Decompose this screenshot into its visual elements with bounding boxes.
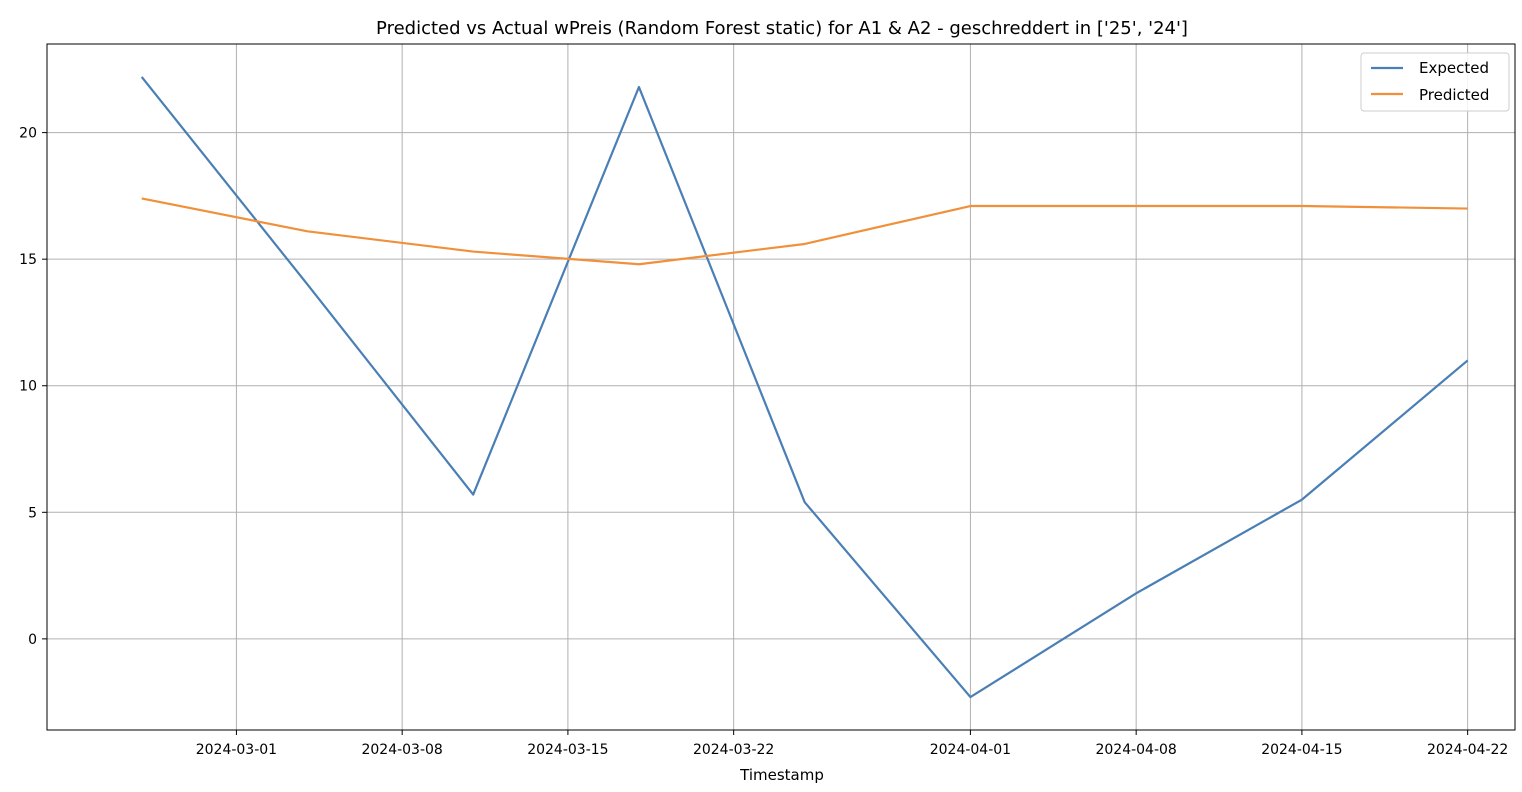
y-tick-label: 0 <box>28 632 37 648</box>
x-tick-label: 2024-03-15 <box>527 742 608 758</box>
x-tick-label: 2024-03-01 <box>196 742 277 758</box>
y-axis-ticks: 0 5 10 15 20 <box>19 126 47 648</box>
legend-label-predicted: Predicted <box>1419 86 1489 104</box>
x-tick-label: 2024-03-08 <box>361 742 442 758</box>
series-lines <box>140 76 1469 699</box>
chart-title: Predicted vs Actual wPreis (Random Fores… <box>376 18 1188 39</box>
legend: Expected Predicted <box>1360 52 1510 112</box>
x-axis-ticks: 2024-03-01 2024-03-08 2024-03-15 2024-03-22… <box>196 730 1508 758</box>
y-tick-label: 15 <box>19 252 37 268</box>
grid <box>47 44 1515 730</box>
x-tick-label: 2024-04-01 <box>930 742 1011 758</box>
x-tick-label: 2024-04-08 <box>1095 742 1176 758</box>
plot-frame <box>46 43 1516 731</box>
series-line-expected <box>140 76 1469 699</box>
x-axis-label: Timestamp <box>739 766 824 784</box>
y-tick-label: 5 <box>28 505 37 521</box>
x-tick-label: 2024-03-22 <box>693 742 774 758</box>
x-tick-label: 2024-04-15 <box>1261 742 1342 758</box>
y-tick-label: 10 <box>19 379 37 395</box>
legend-label-expected: Expected <box>1419 59 1489 77</box>
x-tick-label: 2024-04-22 <box>1427 742 1508 758</box>
series-line-predicted <box>141 197 1468 266</box>
y-tick-label: 20 <box>19 126 37 142</box>
